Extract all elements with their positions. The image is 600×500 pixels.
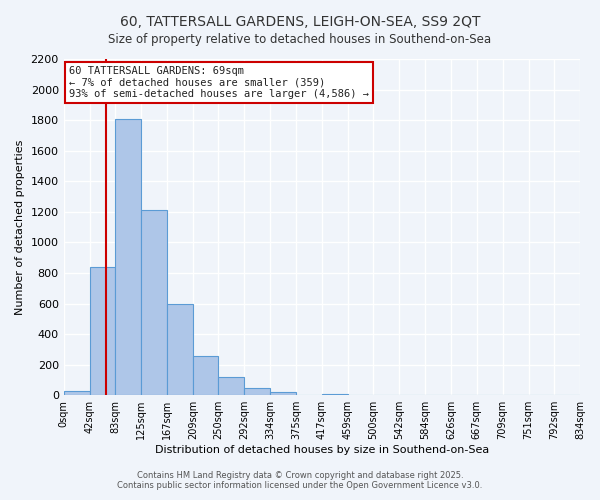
Bar (193, 356, 218, 395)
Text: Size of property relative to detached houses in Southend-on-Sea: Size of property relative to detached ho… (109, 32, 491, 46)
Bar (141, 210, 167, 395)
Bar (322, 394, 348, 395)
X-axis label: Distribution of detached houses by size in Southend-on-Sea: Distribution of detached houses by size … (155, 445, 489, 455)
Bar (218, 377, 244, 395)
Text: Contains HM Land Registry data © Crown copyright and database right 2025.
Contai: Contains HM Land Registry data © Crown c… (118, 470, 482, 490)
Bar (115, 118, 141, 395)
Bar (64, 392, 89, 395)
Y-axis label: Number of detached properties: Number of detached properties (15, 140, 25, 315)
Bar (89, 267, 115, 395)
Bar (167, 304, 193, 395)
Text: 60, TATTERSALL GARDENS, LEIGH-ON-SEA, SS9 2QT: 60, TATTERSALL GARDENS, LEIGH-ON-SEA, SS… (120, 15, 480, 29)
Bar (271, 392, 296, 395)
Bar (244, 388, 271, 395)
Text: 60 TATTERSALL GARDENS: 69sqm
← 7% of detached houses are smaller (359)
93% of se: 60 TATTERSALL GARDENS: 69sqm ← 7% of det… (69, 66, 369, 99)
